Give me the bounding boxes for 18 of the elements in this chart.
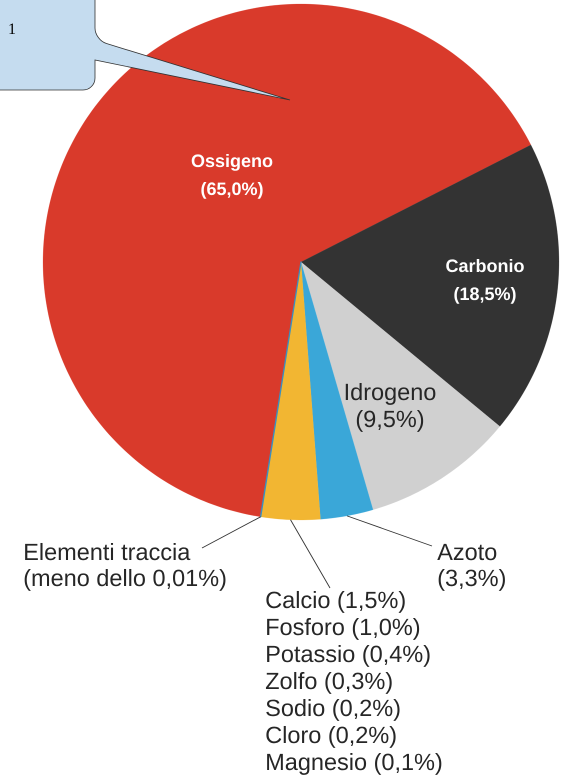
data-label: (3,3%) [438,568,505,591]
slice-label: Idrogeno [346,382,436,405]
data-label: (meno dello 0,01%) [24,568,226,591]
text: Zolfo (0,3%) [266,672,392,694]
text: Cloro (0,2%) [266,726,396,748]
text: 1 [9,23,16,34]
data-label: (18,5%) [454,286,516,304]
slice-label: Ossigeno [192,154,272,171]
slice-label: Carbonio [446,258,524,272]
text: Sodio (0,2%) [266,698,400,721]
text: Calcio (1,5%) [266,590,405,613]
slice-label: Azoto [437,544,496,560]
text: Magnesio (0,1%) [267,752,442,775]
text: Fosforo (1,0%) [267,618,420,640]
text: Potassio (0,4%) [267,644,430,667]
data-label: (65,0%) [201,182,263,199]
data-label: (9,5%) [356,410,424,432]
slice-label: Elementi traccia [25,542,190,560]
